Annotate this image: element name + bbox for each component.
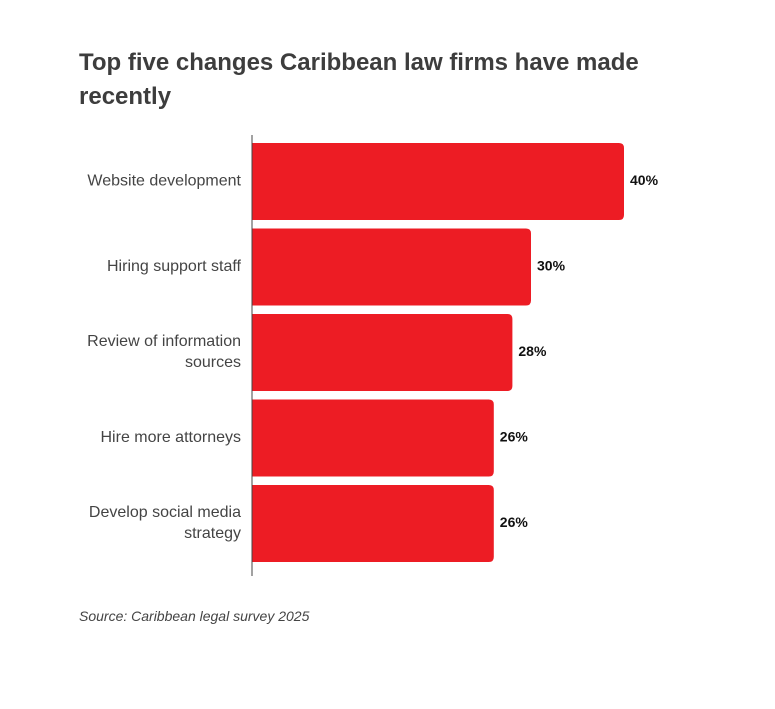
bar-5 <box>252 485 494 562</box>
bar-3 <box>252 314 513 391</box>
value-label-4: 26% <box>500 429 529 445</box>
source-note: Source: Caribbean legal survey 2025 <box>79 608 310 624</box>
chart-title: Top five changes Caribbean law firms hav… <box>79 49 639 110</box>
category-label-line: Review of information <box>87 333 241 350</box>
category-label-2: Hiring support staff <box>107 258 242 275</box>
value-label-5: 26% <box>500 514 529 530</box>
category-label-line: Hire more attorneys <box>101 429 242 446</box>
category-label-line: strategy <box>184 525 241 542</box>
category-label-line: Website development <box>87 173 241 190</box>
bar-4 <box>252 399 494 477</box>
category-label-line: Hiring support staff <box>107 258 242 275</box>
category-label-5: Develop social media strategy <box>89 504 241 542</box>
category-label-1: Website development <box>87 173 241 190</box>
value-label-2: 30% <box>537 258 566 274</box>
category-label-line: sources <box>185 354 241 371</box>
category-label-3: Review of information sources <box>87 333 241 371</box>
category-label-4: Hire more attorneys <box>101 429 242 446</box>
bar-2 <box>252 228 531 306</box>
value-label-1: 40% <box>630 172 659 188</box>
value-label-3: 28% <box>518 343 547 359</box>
category-label-line: Develop social media <box>89 504 241 521</box>
bar-1 <box>252 143 624 220</box>
